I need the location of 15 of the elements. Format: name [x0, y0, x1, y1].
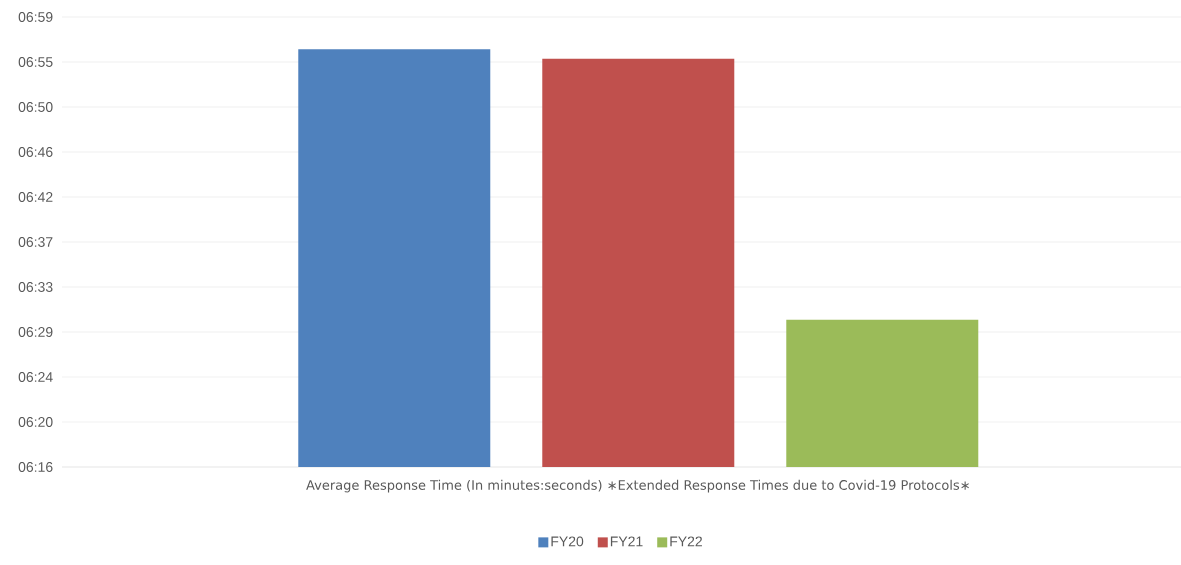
x-tick-label: Average Response Time (In minutes:seconds) ∗Extended Response Times due to Covid-19 Protocols∗ [306, 479, 969, 493]
legend-label: FY22 [670, 536, 702, 547]
legend-label: FY21 [610, 536, 643, 547]
y-tick-label: 06:33 [18, 282, 53, 292]
y-tick-label: 06:50 [18, 102, 53, 112]
y-tick-label: 06:24 [18, 372, 53, 382]
y-tick-label: 06:42 [18, 192, 53, 202]
y-tick-label: 06:55 [18, 57, 53, 67]
y-tick-label: 06:59 [18, 12, 53, 22]
legend-label: FY20 [551, 536, 584, 547]
y-tick-label: 06:29 [18, 327, 53, 337]
y-tick-label: 06:20 [18, 417, 53, 427]
y-tick-label: 06:46 [18, 147, 53, 157]
y-tick-label: 06:37 [18, 237, 53, 247]
y-tick-label: 06:16 [18, 462, 53, 472]
